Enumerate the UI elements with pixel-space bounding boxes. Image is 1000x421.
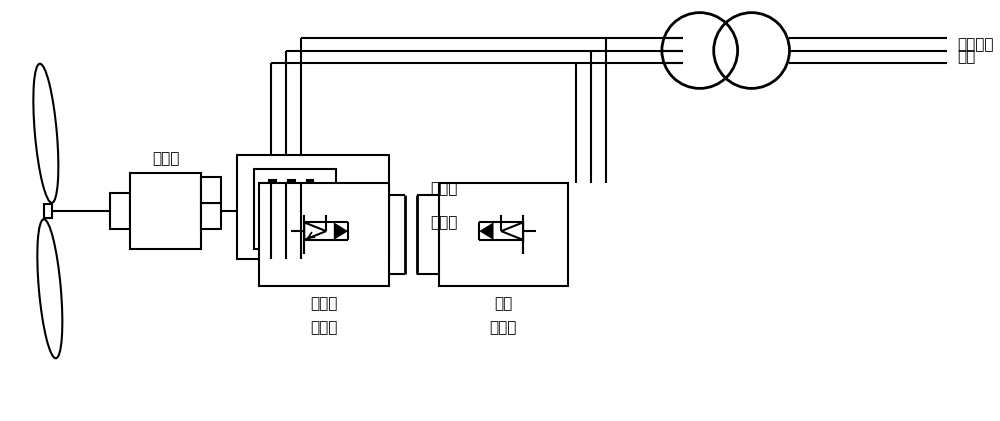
FancyBboxPatch shape — [439, 183, 568, 286]
Text: 系统: 系统 — [957, 49, 975, 64]
FancyBboxPatch shape — [130, 173, 201, 249]
Polygon shape — [334, 222, 348, 240]
FancyBboxPatch shape — [259, 183, 389, 286]
FancyBboxPatch shape — [288, 180, 295, 238]
Text: 网侧: 网侧 — [494, 296, 513, 311]
Text: 变流器: 变流器 — [310, 320, 338, 335]
FancyBboxPatch shape — [307, 180, 313, 238]
FancyBboxPatch shape — [254, 169, 336, 249]
Text: 转子侧: 转子侧 — [310, 296, 338, 311]
FancyBboxPatch shape — [201, 177, 221, 203]
Text: 并网交流: 并网交流 — [957, 37, 993, 52]
Ellipse shape — [37, 219, 62, 358]
FancyBboxPatch shape — [44, 204, 52, 218]
FancyBboxPatch shape — [110, 193, 130, 229]
Text: 应电机: 应电机 — [430, 215, 457, 230]
Polygon shape — [479, 222, 494, 240]
FancyBboxPatch shape — [269, 180, 276, 238]
FancyBboxPatch shape — [237, 155, 389, 259]
Text: 双馈感: 双馈感 — [430, 181, 457, 196]
FancyBboxPatch shape — [201, 203, 221, 229]
Ellipse shape — [33, 64, 58, 203]
Text: 齿轮箱: 齿轮箱 — [152, 151, 179, 166]
Text: 变流器: 变流器 — [490, 320, 517, 335]
